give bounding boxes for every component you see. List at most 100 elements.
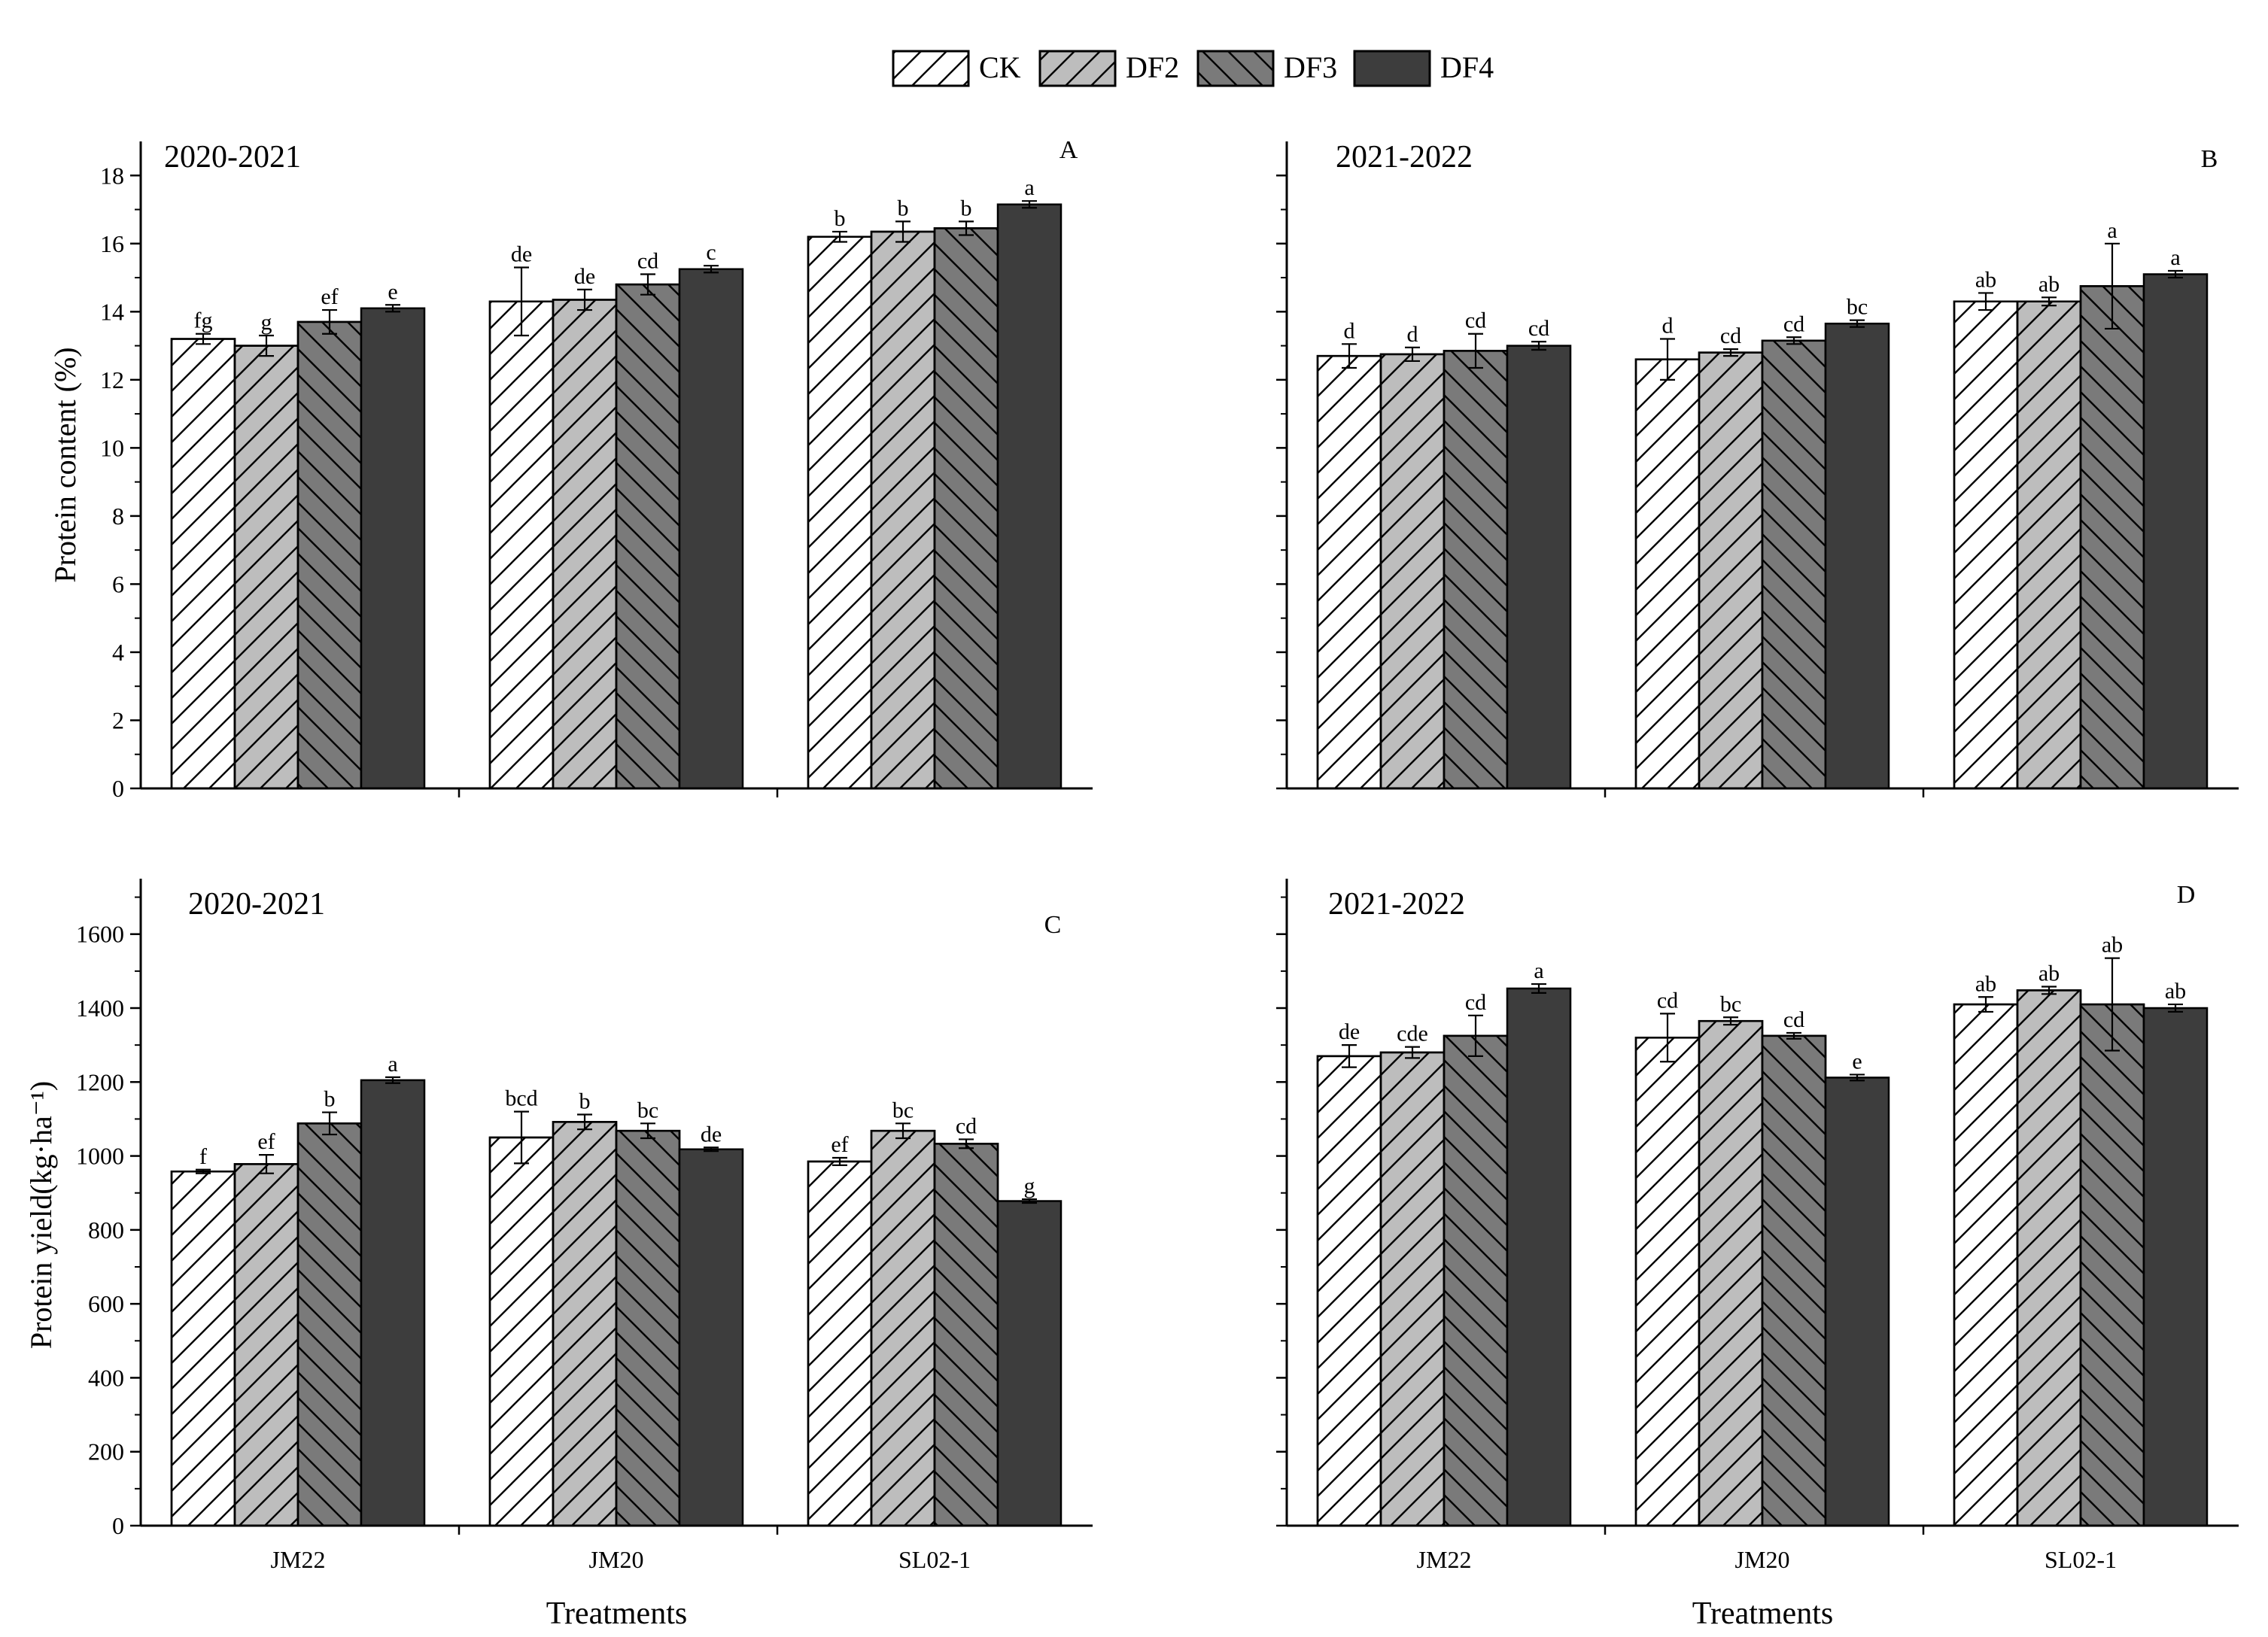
panel-letter-d: D [2177, 881, 2196, 909]
legend-hatch-ck [892, 50, 970, 87]
y-tick-label-c-1600: 1600 [76, 921, 124, 948]
legend-label-df4: DF4 [1440, 50, 1494, 84]
sig-letter-d-ck-sl02-1: ab [1975, 971, 1996, 996]
error-bar-d-df3-sl02-1 [2105, 957, 2120, 1052]
error-bar-a-df2-sl02-1 [895, 220, 911, 243]
y-tick-label-a-16: 16 [100, 230, 124, 257]
sig-letter-a-ck-jm20: de [511, 241, 532, 266]
sig-letter-b-df2-sl02-1: ab [2038, 272, 2060, 296]
y-tick-label-a-10: 10 [100, 434, 124, 461]
error-bar-c-df2-jm22 [259, 1153, 274, 1174]
bar-hatch-a-ck-jm20 [488, 300, 555, 790]
sig-letter-d-ck-jm20: cd [1657, 988, 1678, 1013]
error-bar-a-ck-jm20 [514, 266, 529, 337]
bar-hatch-d-df3-sl02-1 [2079, 1003, 2145, 1527]
sig-letter-c-ck-sl02-1: ef [831, 1132, 848, 1157]
bar-hatch-a-df3-jm22 [296, 320, 363, 790]
legend-swatch-df4 [1353, 50, 1431, 87]
y-tick-label-c-200: 200 [88, 1438, 124, 1465]
error-bar-b-df3-jm22 [1468, 333, 1483, 369]
error-bar-b-ck-jm20 [1660, 338, 1675, 381]
error-bar-c-df4-sl02-1 [1022, 1198, 1037, 1204]
sig-letter-c-df2-jm22: ef [257, 1129, 275, 1154]
sig-letter-c-df3-jm22: b [324, 1087, 336, 1112]
sig-letter-a-df4-jm20: c [706, 240, 716, 265]
bar-hatch-d-df2-jm20 [1698, 1019, 1764, 1527]
bar-c-df4-jm22 [360, 1079, 426, 1527]
legend-hatch-df2 [1038, 50, 1117, 87]
bar-d-df4-jm22 [1506, 987, 1572, 1527]
error-bar-b-df2-jm22 [1405, 346, 1420, 363]
sig-letter-a-ck-sl02-1: b [835, 206, 846, 231]
sig-letter-d-ck-jm22: de [1339, 1019, 1360, 1044]
sig-letter-c-ck-jm20: bcd [505, 1086, 537, 1111]
error-bar-b-df2-jm20 [1723, 348, 1738, 357]
panel-subtitle-a: 2020-2021 [164, 140, 301, 175]
bar-hatch-a-ck-sl02-1 [807, 235, 873, 790]
sig-letter-d-df2-jm20: bc [1720, 992, 1741, 1016]
bar-a-df4-jm20 [678, 268, 744, 790]
bar-c-df4-jm20 [678, 1148, 744, 1527]
x-tick-label-d-jm20: JM20 [1735, 1546, 1790, 1573]
sig-letter-b-df4-jm22: cd [1528, 316, 1549, 341]
y-tick-label-c-1000: 1000 [76, 1143, 124, 1170]
y-tick-label-c-800: 800 [88, 1216, 124, 1244]
sig-letter-a-df3-sl02-1: b [961, 196, 972, 220]
error-bar-c-ck-jm22 [196, 1168, 211, 1174]
error-bar-c-ck-jm20 [514, 1110, 529, 1165]
y-tick-label-c-1400: 1400 [76, 995, 124, 1022]
panel-subtitle-b: 2021-2022 [1336, 140, 1473, 175]
error-bar-b-df2-sl02-1 [2042, 296, 2057, 307]
error-bar-a-df2-jm22 [259, 334, 274, 357]
bar-hatch-b-df3-jm22 [1443, 350, 1509, 790]
bar-hatch-c-df2-jm22 [233, 1163, 299, 1527]
error-bar-d-df4-jm20 [1850, 1074, 1865, 1082]
y-tick-label-a-6: 6 [112, 570, 124, 597]
x-tick-label-d-sl02-1: SL02-1 [2045, 1546, 2117, 1573]
legend-label-df2: DF2 [1126, 50, 1179, 84]
bar-hatch-b-ck-jm20 [1634, 358, 1701, 790]
error-bar-b-ck-sl02-1 [1978, 292, 1993, 311]
legend-item-df2: DF2 [1038, 50, 1179, 87]
legend-item-df3: DF3 [1196, 50, 1337, 87]
sig-letter-a-df2-jm22: g [261, 310, 272, 335]
sig-letter-a-df2-sl02-1: b [898, 196, 909, 220]
error-bar-d-df2-sl02-1 [2042, 986, 2057, 995]
panel-subtitle-c: 2020-2021 [188, 887, 325, 922]
sig-letter-b-ck-jm20: d [1662, 314, 1674, 339]
bar-hatch-d-df2-jm22 [1379, 1051, 1446, 1527]
sig-letter-a-ck-jm22: fg [194, 308, 213, 333]
bar-hatch-a-df2-jm20 [552, 299, 618, 790]
bar-a-df4-jm22 [360, 307, 426, 790]
bar-hatch-c-df3-sl02-1 [933, 1143, 999, 1527]
sig-letter-a-df4-jm22: e [388, 279, 397, 304]
bar-hatch-d-ck-jm22 [1316, 1055, 1382, 1527]
sig-letter-d-df2-sl02-1: ab [2038, 961, 2060, 986]
error-bar-c-df4-jm20 [704, 1147, 719, 1153]
error-bar-c-df3-jm22 [322, 1111, 337, 1136]
sig-letter-c-df3-jm20: bc [637, 1098, 658, 1122]
y-tick-label-a-2: 2 [112, 706, 124, 733]
sig-letter-d-df2-jm22: cde [1397, 1022, 1428, 1046]
bar-hatch-c-df3-jm20 [615, 1129, 681, 1527]
bar-hatch-b-ck-sl02-1 [1953, 300, 2019, 790]
error-bar-a-ck-sl02-1 [832, 230, 847, 243]
error-bar-a-df4-sl02-1 [1022, 200, 1037, 209]
bar-hatch-c-ck-jm22 [170, 1170, 236, 1527]
legend-hatch-df3 [1196, 50, 1275, 87]
error-bar-c-ck-sl02-1 [832, 1156, 847, 1166]
error-bar-b-df3-jm20 [1786, 336, 1801, 345]
y-tick-label-a-8: 8 [112, 503, 124, 530]
sig-letter-a-df3-jm22: ef [321, 284, 338, 309]
bar-a-df4-sl02-1 [996, 203, 1063, 790]
x-tick-label-c-jm22: JM22 [271, 1546, 326, 1573]
panel-subtitle-d: 2021-2022 [1328, 887, 1465, 922]
x-tick-label-d-jm22: JM22 [1417, 1546, 1472, 1573]
bar-hatch-b-df2-jm22 [1379, 353, 1446, 790]
bar-d-df4-jm20 [1824, 1077, 1890, 1527]
error-bar-c-df3-sl02-1 [959, 1138, 974, 1150]
sig-letter-c-ck-jm22: f [199, 1144, 207, 1169]
error-bar-d-df4-jm22 [1531, 983, 1546, 994]
x-tick-label-c-sl02-1: SL02-1 [898, 1546, 971, 1573]
panel-letter-a: A [1060, 136, 1078, 164]
